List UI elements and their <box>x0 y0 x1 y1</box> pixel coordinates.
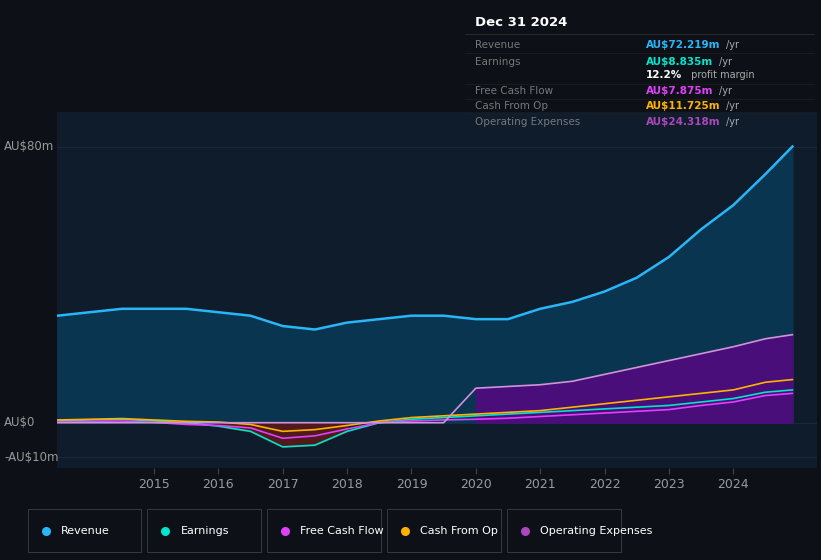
Text: 12.2%: 12.2% <box>646 71 682 81</box>
Text: AU$80m: AU$80m <box>4 140 54 153</box>
Text: profit margin: profit margin <box>688 71 754 81</box>
Text: Dec 31 2024: Dec 31 2024 <box>475 16 567 29</box>
Text: -AU$10m: -AU$10m <box>4 451 58 464</box>
Text: /yr: /yr <box>727 101 740 111</box>
Text: Revenue: Revenue <box>475 40 521 50</box>
Text: AU$24.318m: AU$24.318m <box>646 117 721 127</box>
Bar <box>28 509 141 552</box>
Text: /yr: /yr <box>727 40 740 50</box>
Text: Free Cash Flow: Free Cash Flow <box>475 86 553 96</box>
Bar <box>388 509 501 552</box>
Text: Cash From Op: Cash From Op <box>475 101 548 111</box>
Text: AU$7.875m: AU$7.875m <box>646 86 713 96</box>
Text: AU$72.219m: AU$72.219m <box>646 40 721 50</box>
Bar <box>268 509 381 552</box>
Bar <box>507 509 621 552</box>
Text: Earnings: Earnings <box>475 57 521 67</box>
Text: Earnings: Earnings <box>181 526 229 535</box>
Text: Cash From Op: Cash From Op <box>420 526 498 535</box>
Bar <box>148 509 261 552</box>
Text: AU$8.835m: AU$8.835m <box>646 57 713 67</box>
Text: Operating Expenses: Operating Expenses <box>475 117 580 127</box>
Text: /yr: /yr <box>718 86 732 96</box>
Text: AU$0: AU$0 <box>4 416 35 429</box>
Text: Revenue: Revenue <box>61 526 109 535</box>
Text: Operating Expenses: Operating Expenses <box>540 526 653 535</box>
Text: /yr: /yr <box>718 57 732 67</box>
Text: /yr: /yr <box>727 117 740 127</box>
Text: Free Cash Flow: Free Cash Flow <box>300 526 384 535</box>
Text: AU$11.725m: AU$11.725m <box>646 101 721 111</box>
